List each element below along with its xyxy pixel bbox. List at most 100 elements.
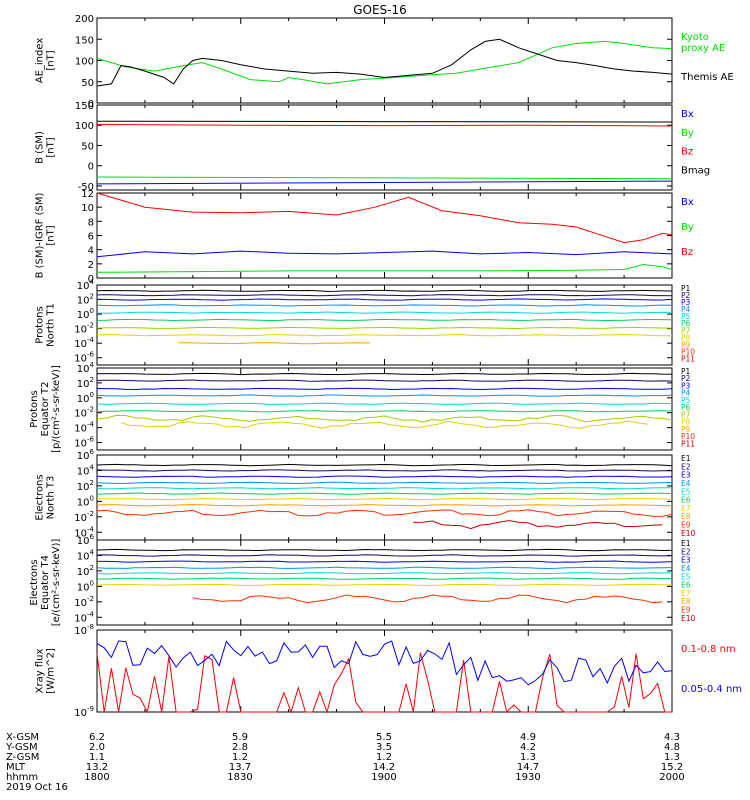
footer-value: 1930 — [515, 772, 540, 783]
series-line-p3 — [96, 298, 673, 301]
footer-value: 4.2 — [520, 742, 536, 753]
tick-label: 50 — [81, 141, 94, 152]
legend-label: E3 — [681, 556, 691, 565]
panel-frame — [96, 284, 673, 366]
legend-label: E2 — [681, 462, 691, 471]
series-line-p1 — [96, 289, 673, 292]
series-line-p2 — [96, 294, 673, 297]
series-line-e5 — [96, 572, 673, 575]
footer-value: 15.2 — [661, 762, 683, 773]
series-line-e1 — [96, 548, 673, 552]
tick-label: -50 — [78, 182, 94, 193]
legend-label: E1 — [681, 454, 691, 463]
tick-label: 10-8 — [74, 623, 94, 637]
series-line-p6 — [96, 410, 673, 413]
legend-label: Bx — [681, 197, 694, 208]
legend-label: Themis AE — [680, 72, 734, 83]
tick-label: 0 — [88, 99, 94, 110]
legend-label: P11 — [681, 354, 695, 363]
footer-value: 1.2 — [376, 752, 392, 763]
footer-row-label: Z-GSM — [6, 752, 39, 763]
footer-row-label: Y-GSM — [5, 742, 38, 753]
footer-row-label: X-GSM — [6, 732, 39, 743]
legend-label: E7 — [681, 504, 691, 513]
y-axis-label: Electrons — [35, 474, 46, 520]
series-line-bx — [96, 180, 673, 185]
y-axis-label: North T3 — [46, 476, 57, 520]
chart-panel-3: 0 2 4 6 8 10 12 B (SM)-IGRF (SM) [nT] Bx By Bz — [35, 189, 694, 285]
tick-label: 150 — [75, 35, 94, 46]
y-axis-label: B (SM) — [35, 131, 46, 164]
footer-row-label: MLT — [6, 762, 26, 773]
tick-label: 10 — [81, 203, 94, 214]
footer-value: 4.3 — [664, 732, 680, 743]
series-line-p5 — [96, 402, 673, 405]
panel-frame — [96, 17, 673, 104]
chart-panel-8: 10-8 10-9 Xray flux [W/m^2] 0.1-0.8 nm 0.05-0… — [35, 623, 743, 719]
legend-label: Bmag — [681, 165, 710, 176]
y-axis-label: [W/m^2] — [46, 648, 57, 694]
footer-row-label: hhmm — [6, 772, 38, 783]
series-line-e3 — [97, 560, 673, 563]
legend-label: P2 — [681, 291, 691, 300]
series-line-e9 — [96, 509, 673, 517]
series-line-bx — [96, 250, 673, 258]
series-line-e6 — [96, 577, 673, 580]
tick-label: 10-4 — [74, 336, 94, 350]
series-line-e4 — [96, 566, 673, 570]
series-line-e1 — [96, 463, 673, 467]
series-line-e3 — [96, 475, 673, 478]
tick-label: 100 — [77, 579, 94, 593]
date-label: 2019 Oct 16 — [6, 782, 68, 793]
legend-label: E4 — [681, 479, 691, 488]
tick-label: 12 — [81, 189, 94, 200]
legend-label: P4 — [681, 389, 691, 398]
legend-label: 0.05-0.4 nm — [681, 684, 742, 695]
series-line-p5 — [96, 311, 673, 314]
tick-label: 100 — [75, 57, 94, 68]
tick-label: 2 — [88, 260, 94, 271]
legend-label: E1 — [681, 539, 691, 548]
legend-label: Bz — [681, 247, 693, 258]
legend-label: E9 — [681, 606, 691, 615]
legend-label: E9 — [681, 521, 691, 530]
footer-value: 13.2 — [86, 762, 108, 773]
series-line-p8 — [96, 334, 672, 337]
footer-value: 6.2 — [89, 732, 105, 743]
footer-value: 5.9 — [232, 732, 248, 743]
legend-label: P5 — [681, 312, 691, 321]
tick-label: 10-2 — [74, 510, 94, 524]
series-line-e2 — [96, 469, 673, 472]
legend-label: P6 — [681, 319, 691, 328]
y-axis-label: Protons — [29, 390, 40, 427]
footer-value: 3.5 — [376, 742, 392, 753]
legend-label: E6 — [681, 496, 691, 505]
legend-label: P10 — [681, 432, 695, 441]
tick-label: 50 — [81, 78, 94, 89]
tick-label: 10-4 — [74, 421, 94, 435]
legend-label: E3 — [681, 471, 691, 480]
footer-value: 1900 — [371, 772, 396, 783]
y-axis-label: AE_index — [35, 38, 46, 84]
series-line-p6 — [96, 318, 673, 322]
footer-value: 2.8 — [232, 742, 248, 753]
tick-label: 106 — [77, 448, 95, 462]
series-line-p9 — [178, 342, 371, 345]
legend-label: P1 — [681, 284, 691, 293]
tick-label: 104 — [77, 463, 95, 477]
series-line-p7 — [96, 326, 673, 330]
legend-label: E2 — [681, 547, 691, 556]
footer-value: 2.0 — [89, 742, 105, 753]
tick-label: 100 — [75, 121, 94, 132]
legend-label: E7 — [681, 589, 691, 598]
tick-label: 10-2 — [74, 322, 94, 336]
footer-value: 4.8 — [664, 742, 680, 753]
legend-label: P2 — [681, 374, 691, 383]
series-line-bz — [96, 192, 673, 244]
legend-label: P5 — [681, 396, 691, 405]
tick-label: 0 — [88, 162, 94, 173]
series-line-e7 — [96, 583, 673, 586]
y-axis-label: [p/(cm²-s-sr-keV)] — [51, 365, 62, 453]
